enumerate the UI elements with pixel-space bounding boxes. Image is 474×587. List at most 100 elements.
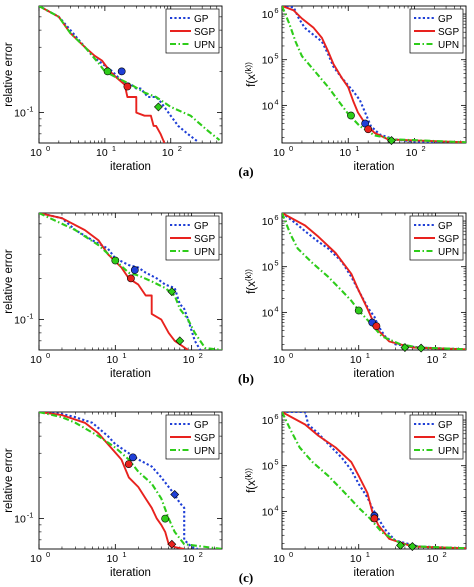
row-label-c: (c) — [239, 570, 253, 585]
legend: GP SGP UPN — [165, 414, 220, 460]
y-tick-exponent: 4 — [274, 97, 278, 106]
plot-frame — [281, 411, 467, 550]
y-tick-exponent: -1 — [27, 105, 34, 114]
x-tick-label: 10 — [339, 147, 351, 159]
legend-label-sgp: SGP — [438, 433, 459, 444]
y-tick-label: 10 — [262, 307, 274, 319]
row-label-b: (b) — [238, 371, 254, 386]
plot-frame — [38, 212, 223, 351]
plot-frame — [281, 212, 467, 351]
legend: GP SGP UPN — [165, 8, 220, 54]
y-axis-label: relative error — [3, 448, 15, 513]
series-line-sgp — [39, 412, 185, 549]
marker-circle-upn — [161, 514, 170, 523]
x-tick-exponent: 2 — [442, 351, 446, 360]
x-tick-label: 10 — [406, 147, 418, 159]
x-tick-label: 10 — [273, 553, 285, 565]
y-tick-exponent: 5 — [274, 259, 278, 268]
y-tick-exponent: 6 — [274, 6, 278, 15]
legend-label-gp: GP — [438, 221, 453, 232]
y-axis-label-sup: (k)) — [244, 468, 253, 480]
series-line-upn — [39, 213, 222, 350]
legend-label-upn: UPN — [194, 247, 215, 258]
marker-circle-sgp — [123, 82, 132, 91]
x-tick-exponent: 2 — [178, 144, 182, 153]
marker-circle-sgp — [372, 322, 381, 331]
x-tick-exponent: 2 — [199, 351, 203, 360]
x-axis-label: iteration — [110, 567, 151, 579]
legend-label-upn: UPN — [438, 40, 459, 51]
legend-label-sgp: SGP — [194, 433, 215, 444]
marker-diamond-upn — [167, 287, 177, 297]
y-tick-label: 10 — [14, 315, 26, 327]
marker-circle-upn — [347, 111, 355, 120]
marker-circle-gp — [129, 453, 137, 462]
marker-circle-sgp — [364, 125, 373, 134]
y-tick-exponent: -1 — [27, 312, 34, 321]
series-line-upn — [39, 412, 222, 549]
row-label-a: (a) — [238, 164, 253, 179]
y-axis-label: relative error — [3, 42, 15, 107]
marker-diamond-upn — [387, 136, 396, 145]
marker-diamond-upn — [396, 540, 405, 550]
x-tick-exponent: 0 — [46, 351, 50, 360]
legend-label-sgp: SGP — [194, 27, 215, 38]
y-tick-exponent: 6 — [274, 412, 278, 421]
legend: GP SGP UPN — [409, 8, 464, 54]
y-axis-label: f(x(k)) — [244, 269, 259, 294]
y-axis-label-sup: (k)) — [244, 269, 253, 281]
y-tick-label: 10 — [262, 262, 274, 274]
x-tick-label: 10 — [106, 354, 118, 366]
y-tick-label: 10 — [14, 514, 26, 526]
y-axis-label: f(x(k)) — [244, 468, 259, 493]
chart-panel-c-right: 10 0 10 1 10 210 410 510 6iterationf(x(k))GPSGPU… — [244, 411, 467, 579]
x-tick-label: 10 — [350, 354, 362, 366]
plot-frame — [38, 411, 223, 550]
series-line-sgp — [39, 213, 189, 350]
x-tick-exponent: 1 — [366, 550, 370, 559]
y-tick-exponent: 5 — [274, 52, 278, 61]
y-tick-exponent: 4 — [274, 503, 278, 512]
x-tick-exponent: 0 — [289, 351, 293, 360]
legend-label-gp: GP — [194, 221, 209, 232]
x-axis-label: iteration — [354, 161, 395, 173]
marker-diamond-upn — [407, 542, 417, 551]
marker-circle-sgp — [124, 460, 133, 468]
x-tick-label: 10 — [30, 354, 42, 366]
x-axis-label: iteration — [110, 161, 151, 173]
x-tick-exponent: 1 — [122, 351, 126, 360]
series-line-gp — [39, 412, 199, 549]
series-line-gp — [282, 412, 466, 549]
x-tick-exponent: 0 — [46, 144, 50, 153]
marker-diamond-upn — [416, 343, 426, 353]
y-tick-label: 10 — [14, 108, 26, 120]
series-lines — [282, 213, 466, 350]
legend-label-upn: UPN — [194, 40, 215, 51]
marker-circle-sgp — [370, 514, 379, 523]
y-tick-exponent: 4 — [274, 304, 278, 313]
legend-label-gp: GP — [438, 14, 453, 25]
marker-circle-gp — [117, 67, 126, 76]
series-line-sgp — [282, 412, 466, 549]
x-tick-label: 10 — [427, 354, 439, 366]
y-tick-exponent: 6 — [274, 213, 278, 222]
x-tick-label: 10 — [273, 354, 285, 366]
marker-diamond-upn — [153, 102, 163, 112]
x-axis-label: iteration — [354, 567, 395, 579]
x-axis-label: iteration — [110, 368, 151, 380]
x-tick-exponent: 1 — [112, 144, 116, 153]
legend-label-sgp: SGP — [438, 234, 459, 245]
legend: GP SGP UPN — [409, 215, 464, 261]
series-line-upn — [282, 213, 466, 350]
marker-circle-upn — [354, 306, 363, 315]
x-tick-label: 10 — [30, 147, 42, 159]
y-tick-label: 10 — [262, 9, 274, 21]
series-line-sgp — [39, 6, 166, 143]
legend-label-gp: GP — [194, 420, 209, 431]
series-lines — [39, 412, 222, 549]
chart-panel-b-right: 10 0 10 1 10 210 410 510 6iterationf(x(k))GPSGPU… — [244, 212, 467, 380]
x-tick-exponent: 0 — [289, 144, 293, 153]
